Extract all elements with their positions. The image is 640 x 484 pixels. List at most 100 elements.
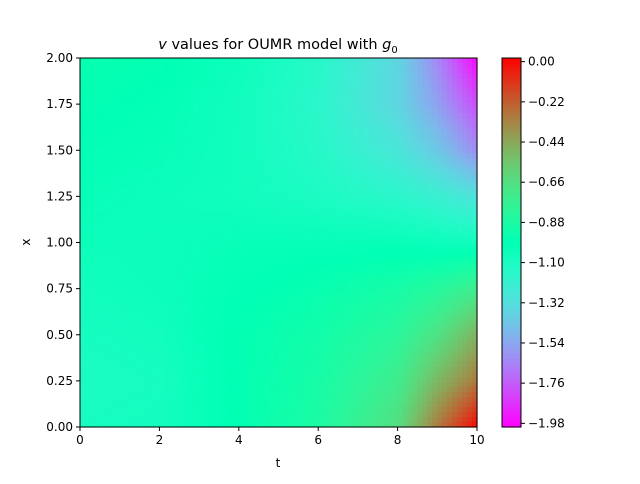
heatmap-cell [293,342,299,348]
heatmap-cell [313,62,319,69]
heatmap-cell [248,272,255,279]
heatmap-cell [328,202,334,209]
heatmap-cell [119,257,126,264]
heatmap-cell [273,67,280,74]
heatmap-cell [184,377,190,383]
heatmap-cell [159,227,165,234]
heatmap-cell [139,422,146,428]
heatmap-cell [169,92,175,99]
heatmap-cell [114,377,121,383]
heatmap-cell [273,157,280,164]
heatmap-cell [283,352,290,358]
heatmap-cell [119,227,126,234]
heatmap-cell [323,112,329,119]
heatmap-cell [228,397,235,403]
heatmap-cell [273,297,280,303]
heatmap-cell [362,417,369,423]
heatmap-cell [397,77,404,84]
heatmap-cell [243,67,250,74]
heatmap-cell [243,82,250,89]
heatmap-cell [154,212,160,219]
heatmap-cell [89,192,96,199]
heatmap-cell [228,152,235,159]
heatmap-cell [109,87,116,94]
heatmap-cell [333,72,339,79]
heatmap-cell [243,207,250,214]
heatmap-cell [308,92,314,99]
heatmap-cell [397,412,404,418]
heatmap-cell [303,157,309,164]
heatmap-cell [293,58,299,64]
heatmap-cell [407,267,414,274]
heatmap-cell [119,282,126,288]
heatmap-cell [89,202,96,209]
heatmap-cell [397,187,404,194]
heatmap-cell [263,72,270,79]
heatmap-cell [199,132,205,139]
heatmap-cell [194,212,200,219]
heatmap-cell [189,237,195,244]
heatmap-cell [412,122,419,129]
heatmap-cell [139,277,146,283]
heatmap-cell [263,382,270,388]
heatmap-cell [268,167,275,174]
heatmap-cell [278,242,285,249]
heatmap-cell [119,137,126,144]
heatmap-cell [333,132,339,139]
heatmap-cell [119,182,126,189]
heatmap-cell [377,177,384,184]
heatmap-cell [392,362,399,368]
heatmap-cell [377,102,384,109]
heatmap-cell [283,262,290,269]
heatmap-cell [283,242,290,249]
heatmap-cell [313,87,319,94]
heatmap-cell [308,342,314,348]
heatmap-cell [313,332,319,338]
heatmap-cell [99,407,106,413]
heatmap-cell [372,197,379,204]
heatmap-cell [179,247,185,254]
heatmap-cell [114,152,121,159]
heatmap-cell [362,77,369,84]
heatmap-cell [308,352,314,358]
heatmap-cell [139,72,146,79]
heatmap-cell [253,247,260,254]
heatmap-cell [338,232,344,239]
heatmap-cell [84,332,91,338]
heatmap-cell [367,362,374,368]
heatmap-cell [119,422,126,428]
heatmap-cell [80,92,86,99]
heatmap-cell [109,332,116,338]
heatmap-cell [169,392,175,398]
heatmap-cell [343,332,349,338]
heatmap-cell [189,107,195,114]
heatmap-cell [154,142,160,149]
heatmap-cell [288,357,294,363]
heatmap-cell [243,267,250,274]
heatmap-cell [99,277,106,283]
heatmap-cell [223,387,230,393]
heatmap-cell [263,332,270,338]
heatmap-cell [243,372,250,378]
heatmap-cell [338,382,344,388]
heatmap-cell [204,287,210,293]
heatmap-cell [184,337,190,343]
heatmap-cell [392,382,399,388]
heatmap-cell [333,397,339,403]
heatmap-cell [412,147,419,154]
heatmap-cell [164,377,170,383]
heatmap-cell [194,412,200,418]
heatmap-cell [223,417,230,423]
heatmap-cell [253,182,260,189]
heatmap-cell [333,167,339,174]
heatmap-cell [258,322,265,328]
heatmap-cell [179,62,185,69]
heatmap-cell [119,322,126,328]
heatmap-cell [129,297,136,303]
heatmap-cell [253,312,260,318]
heatmap-cell [184,402,190,408]
heatmap-cell [174,122,180,129]
heatmap-cell [99,337,106,343]
heatmap-cell [382,252,389,259]
heatmap-cell [268,202,275,209]
